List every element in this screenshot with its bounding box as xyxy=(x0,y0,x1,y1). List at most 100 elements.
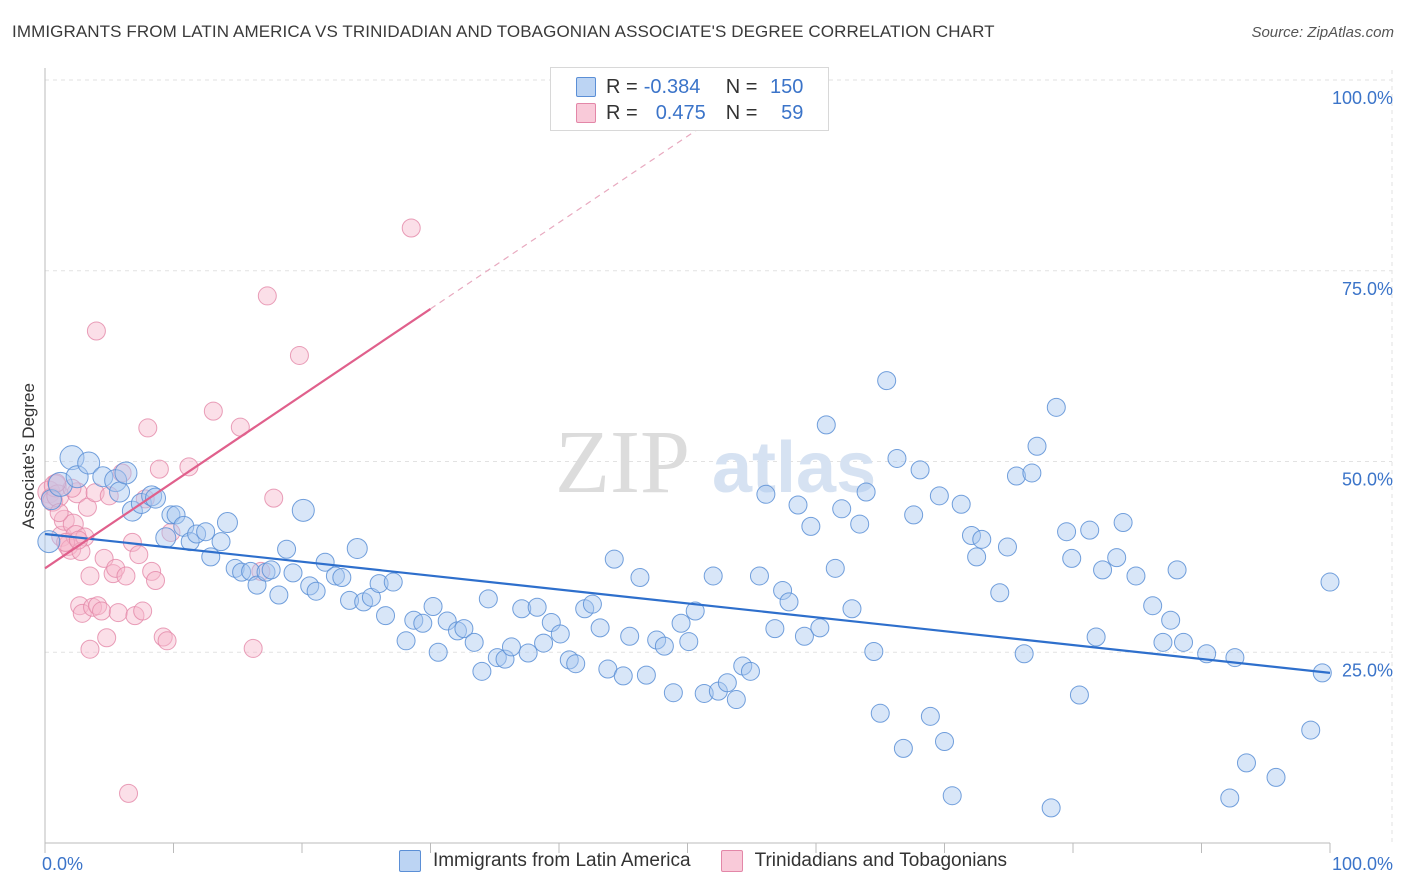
data-point-trinidadian xyxy=(116,566,136,586)
data-point-latin-america xyxy=(1107,548,1127,568)
data-point-trinidadian xyxy=(92,601,112,621)
data-point-latin-america xyxy=(1113,513,1133,533)
data-point-latin-america xyxy=(383,572,403,592)
legend-r-value: 0.475 xyxy=(655,101,706,124)
data-point-latin-america xyxy=(437,611,457,631)
data-point-latin-america xyxy=(487,648,507,668)
data-point-latin-america xyxy=(332,567,352,587)
legend-row-trinidadian: R = 0.475 N = 59 xyxy=(551,100,803,126)
trend-line-latin-america xyxy=(44,532,1331,674)
data-point-latin-america xyxy=(671,613,691,633)
chart-title: IMMIGRANTS FROM LATIN AMERICA VS TRINIDA… xyxy=(12,22,995,41)
data-point-latin-america xyxy=(1022,463,1042,483)
bottom-legend-latin-america: Immigrants from Latin America xyxy=(398,850,691,872)
data-point-latin-america xyxy=(749,566,769,586)
data-point-trinidadian xyxy=(289,345,309,365)
data-point-trinidadian xyxy=(257,286,277,306)
y-tick-label: 25.0% xyxy=(1342,660,1393,680)
data-point-latin-america xyxy=(630,567,650,587)
data-point-latin-america xyxy=(717,673,737,693)
data-point-latin-america xyxy=(864,641,884,661)
data-point-latin-america xyxy=(216,512,238,534)
data-point-latin-america xyxy=(1062,548,1082,568)
legend-n-label: N = xyxy=(725,101,758,124)
data-point-trinidadian xyxy=(88,596,108,616)
data-point-trinidadian xyxy=(142,561,162,581)
data-point-latin-america xyxy=(920,706,940,726)
data-point-latin-america xyxy=(961,526,981,546)
data-point-latin-america xyxy=(990,583,1010,603)
data-point-trinidadian xyxy=(179,457,199,477)
data-point-latin-america xyxy=(376,606,396,626)
data-point-latin-america xyxy=(1174,632,1194,652)
data-point-latin-america xyxy=(269,585,289,605)
data-point-latin-america xyxy=(825,558,845,578)
data-point-latin-america xyxy=(109,481,131,503)
data-point-latin-america xyxy=(997,537,1017,557)
data-point-latin-america xyxy=(703,566,723,586)
data-point-latin-america xyxy=(856,482,876,502)
y-axis-label: Associate's Degree xyxy=(19,383,38,529)
data-point-latin-america xyxy=(972,529,992,549)
data-point-latin-america xyxy=(654,636,674,656)
data-point-latin-america xyxy=(1320,572,1340,592)
data-point-latin-america xyxy=(65,465,89,489)
data-point-latin-america xyxy=(283,563,303,583)
data-point-latin-america xyxy=(935,732,954,752)
data-point-trinidadian xyxy=(106,558,126,578)
watermark-atlas: atlas xyxy=(712,428,876,508)
legend: R = -0.384 N = 150 R = 0.475 N = 59 xyxy=(550,67,829,131)
data-point-latin-america xyxy=(512,599,532,619)
data-point-latin-america xyxy=(726,690,746,710)
trend-line-trinidadian-extension xyxy=(430,111,724,310)
data-point-latin-america xyxy=(166,505,186,525)
data-point-trinidadian xyxy=(401,218,421,238)
data-point-latin-america xyxy=(566,654,586,674)
data-point-latin-america xyxy=(1014,644,1034,664)
data-point-trinidadian xyxy=(119,783,139,803)
data-point-latin-america xyxy=(161,505,181,525)
data-point-latin-america xyxy=(77,451,101,475)
y-tick-label: 100.0% xyxy=(1332,88,1393,108)
data-point-latin-america xyxy=(929,486,949,506)
data-point-latin-america xyxy=(423,596,443,616)
data-point-latin-america xyxy=(893,738,913,758)
bottom-legend-swatch-pink xyxy=(720,850,743,872)
source-label: Source: ZipAtlas.com xyxy=(1251,24,1394,41)
data-point-trinidadian xyxy=(129,545,149,565)
data-point-latin-america xyxy=(1167,560,1187,580)
data-point-trinidadian xyxy=(243,638,263,658)
bottom-legend: Immigrants from Latin America Trinidadia… xyxy=(0,850,1406,872)
data-point-trinidadian xyxy=(153,627,173,647)
data-point-trinidadian xyxy=(133,601,153,621)
data-point-latin-america xyxy=(114,461,138,485)
data-point-latin-america xyxy=(173,515,195,537)
data-point-latin-america xyxy=(647,630,667,650)
data-point-latin-america xyxy=(773,580,793,600)
data-point-latin-america xyxy=(527,597,547,617)
data-point-trinidadian xyxy=(146,571,166,591)
data-point-latin-america xyxy=(590,618,610,638)
data-point-latin-america xyxy=(413,613,433,633)
legend-swatch-pink xyxy=(576,103,596,123)
data-point-latin-america xyxy=(37,530,61,554)
data-point-latin-america xyxy=(582,594,602,614)
bottom-legend-label: Trinidadians and Tobagonians xyxy=(754,850,1008,871)
data-point-latin-america xyxy=(740,661,760,681)
data-point-latin-america xyxy=(261,560,281,580)
data-point-latin-america xyxy=(256,562,276,582)
legend-swatch-blue xyxy=(576,77,596,97)
data-point-latin-america xyxy=(155,527,177,549)
data-point-latin-america xyxy=(550,624,570,644)
data-point-latin-america xyxy=(951,494,971,514)
data-point-latin-america xyxy=(877,371,897,391)
x-tick-label: 100.0% xyxy=(1332,854,1393,874)
data-point-latin-america xyxy=(346,537,368,559)
y-tick-label: 50.0% xyxy=(1342,470,1393,490)
data-point-trinidadian xyxy=(80,566,100,586)
data-point-latin-america xyxy=(870,703,890,723)
data-point-latin-america xyxy=(1093,560,1113,580)
series-latin-america-points xyxy=(37,371,1340,818)
data-point-latin-america xyxy=(887,448,907,468)
data-point-latin-america xyxy=(306,581,326,601)
